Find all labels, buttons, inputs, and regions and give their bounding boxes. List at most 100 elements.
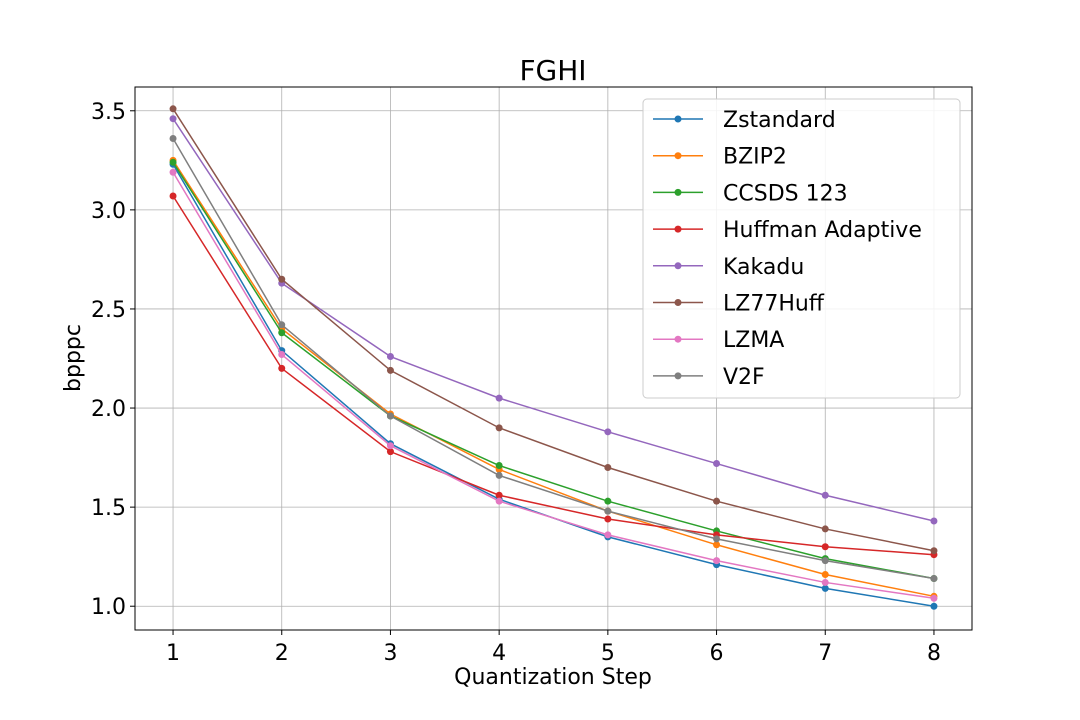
data-point (495, 471, 503, 479)
data-point (821, 525, 829, 533)
legend-swatch-marker (674, 188, 682, 196)
series-line (172, 161, 935, 580)
data-point (713, 557, 721, 565)
data-point (495, 462, 503, 470)
y-tick-label: 1.0 (91, 595, 126, 620)
data-point (713, 541, 721, 549)
series-line (172, 195, 935, 556)
data-point (604, 497, 612, 505)
data-point (495, 491, 503, 499)
legend-swatch-marker (674, 152, 682, 160)
legend-label: V2F (723, 365, 765, 390)
data-point (930, 547, 938, 555)
legend-swatch-marker (674, 372, 682, 380)
data-point (930, 594, 938, 602)
data-point (713, 535, 721, 543)
data-point (169, 105, 177, 113)
legend-swatch-marker (674, 262, 682, 270)
legend-label: LZ77Huff (723, 292, 825, 317)
legend-item: V2F (653, 365, 765, 390)
y-axis-label: bpppc (61, 324, 86, 392)
x-tick-label: 4 (492, 641, 506, 666)
data-point (930, 574, 938, 582)
x-tick-label: 7 (818, 641, 832, 666)
data-point (604, 463, 612, 471)
data-point (495, 497, 503, 505)
data-point (930, 602, 938, 610)
data-point (278, 329, 286, 337)
legend-item: Kakadu (653, 255, 804, 280)
data-point (169, 168, 177, 176)
legend-swatch-marker (674, 299, 682, 306)
data-point (821, 571, 829, 579)
data-point (386, 442, 394, 450)
data-point (713, 460, 721, 468)
data-point (278, 364, 286, 372)
series-layer (169, 105, 938, 610)
data-point (386, 353, 394, 361)
data-point (713, 497, 721, 505)
legend-label: LZMA (723, 328, 784, 353)
data-point (495, 394, 503, 402)
x-tick-label: 6 (710, 641, 724, 666)
data-point (495, 424, 503, 432)
series-line (172, 108, 935, 552)
x-tick-label: 3 (383, 641, 397, 666)
tick-layer: 1 2 3 4 5 6 7 8 1.0 1.5 2.0 2.5 3.0 3.5 (91, 100, 941, 666)
y-tick-label: 3.5 (91, 100, 126, 125)
data-point (604, 515, 612, 523)
chart-title: FGHI (519, 54, 586, 87)
y-tick-label: 2.5 (91, 298, 126, 323)
data-point (604, 531, 612, 539)
data-point (821, 491, 829, 499)
legend-label: Zstandard (723, 108, 836, 133)
x-tick-label: 5 (601, 641, 615, 666)
data-point (604, 428, 612, 436)
legend-box (642, 98, 961, 399)
data-point (821, 578, 829, 586)
y-tick-label: 2.0 (91, 397, 126, 422)
legend-swatch-marker (674, 115, 682, 123)
legend-label: BZIP2 (723, 145, 787, 170)
legend: Zstandard BZIP2 CCSDS 123 Huffman Adaptive K… (642, 98, 961, 399)
x-tick-label: 1 (166, 641, 180, 666)
series-line (172, 138, 935, 580)
plot-area-frame (134, 86, 973, 631)
x-tick-label: 2 (275, 641, 289, 666)
x-tick-label: 8 (927, 641, 941, 666)
legend-item: LZ77Huff (653, 292, 825, 317)
data-point (169, 135, 177, 143)
legend-label: CCSDS 123 (723, 181, 848, 206)
y-tick-label: 3.0 (91, 199, 126, 224)
series-line (172, 159, 935, 598)
series-lz77huff (169, 105, 938, 555)
legend-item: Zstandard (653, 108, 836, 133)
series-line (172, 118, 935, 522)
legend-item: Huffman Adaptive (653, 218, 922, 243)
y-tick-label: 1.5 (91, 496, 126, 521)
data-point (604, 507, 612, 515)
data-point (169, 192, 177, 200)
data-point (169, 115, 177, 123)
data-point (278, 275, 286, 283)
legend-swatch-marker (674, 335, 682, 343)
data-point (386, 448, 394, 456)
data-point (386, 412, 394, 420)
legend-item: CCSDS 123 (653, 181, 848, 206)
legend-item: BZIP2 (653, 145, 787, 170)
data-point (821, 543, 829, 551)
data-point (278, 321, 286, 329)
data-point (821, 584, 829, 592)
legend-label: Kakadu (723, 255, 804, 280)
data-point (386, 366, 394, 374)
legend-swatch-marker (674, 225, 682, 233)
data-point (169, 158, 177, 166)
series-line (172, 171, 935, 600)
data-point (278, 351, 286, 359)
series-lzma (169, 168, 938, 602)
legend-item: LZMA (653, 328, 784, 353)
data-point (930, 517, 938, 525)
series-v2f (169, 135, 938, 582)
